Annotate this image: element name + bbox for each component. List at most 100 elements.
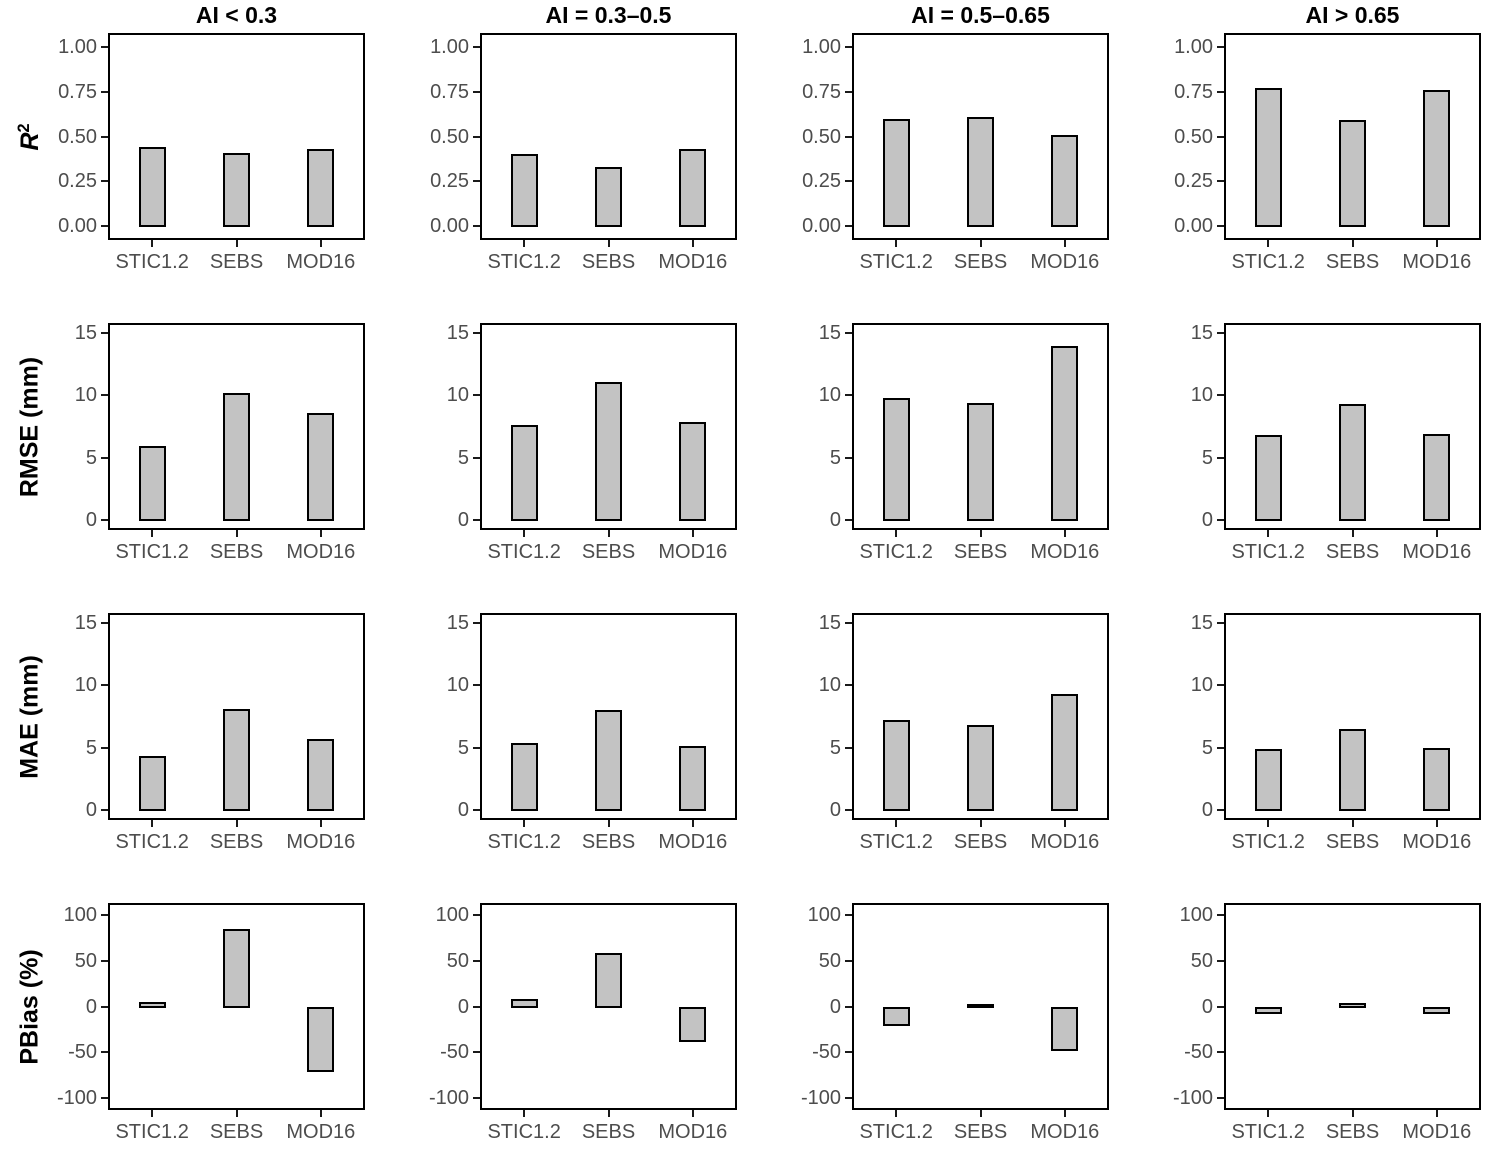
bar-sebs (223, 152, 250, 228)
x-tick-mark (151, 820, 154, 827)
x-tick-mark (523, 1110, 526, 1117)
facet-title: AI < 0.3 (195, 2, 278, 28)
x-tick-label: SEBS (953, 1121, 1008, 1143)
y-tick-mark (101, 684, 108, 687)
facet-panel: AI = 0.3–0.5 1.00 0.75 0.50 0.25 0.00 STIC1.2 S… (365, 0, 737, 290)
facet-panel: 15 10 5 0 STIC1.2 SEBS MOD16 (56, 290, 365, 580)
y-tick-label: 10 (1190, 384, 1213, 407)
x-tick-mark (319, 530, 322, 537)
y-tick-label: 0 (85, 995, 97, 1018)
plot-strip: 100 50 0 -50 -100 (1109, 903, 1481, 1110)
bar-mod16 (1051, 694, 1079, 811)
x-tick-mark (1267, 240, 1270, 247)
plot-area (1224, 903, 1481, 1110)
y-tick-mark (845, 746, 852, 749)
x-tick-label: MOD16 (286, 251, 356, 273)
x-tick-mark (895, 530, 898, 537)
x-tick-mark (979, 1110, 982, 1117)
x-tick-label: SEBS (1325, 251, 1380, 273)
y-tick-mark (101, 90, 108, 93)
x-tick-mark (1351, 240, 1354, 247)
x-tick-mark (523, 240, 526, 247)
plot-strip: 15 10 5 0 (56, 323, 365, 530)
y-tick-label: 0.00 (1174, 215, 1213, 238)
y-tick-mark (101, 913, 108, 916)
y-tick-label: 0 (1201, 798, 1213, 821)
x-tick-mark (1351, 820, 1354, 827)
bar-stic12 (510, 999, 538, 1008)
y-tick-mark (1217, 225, 1224, 228)
x-tick-label: MOD16 (1402, 251, 1472, 273)
bar-sebs (595, 953, 622, 1008)
y-tick-label: 10 (1190, 674, 1213, 697)
bar-stic12 (1254, 1006, 1282, 1014)
x-tick-label: MOD16 (286, 541, 356, 563)
y-tick-label: 100 (1179, 903, 1213, 926)
y-axis-title-sup: 2 (14, 122, 33, 132)
plot-strip: 100 50 0 -50 -100 (365, 903, 737, 1110)
y-tick-mark (473, 518, 480, 521)
bar-sebs (967, 1003, 994, 1008)
facet-panel: 15 10 5 0 STIC1.2 SEBS MOD16 (737, 580, 1109, 870)
y-tick-mark (845, 959, 852, 962)
x-tick-mark (319, 1110, 322, 1117)
y-tick-label: 10 (818, 384, 841, 407)
y-axis-title-area: MAE (mm) (0, 580, 56, 870)
bar-sebs (967, 725, 994, 811)
facet-panel: 15 10 5 0 STIC1.2 SEBS MOD16 (1109, 580, 1481, 870)
facet-title (1224, 290, 1481, 323)
x-tick-label: SEBS (209, 251, 264, 273)
y-tick-mark (101, 959, 108, 962)
x-tick-label: SEBS (209, 1121, 264, 1143)
bar-sebs (223, 709, 250, 811)
bar-mod16 (307, 738, 335, 811)
bar-mod16 (1423, 747, 1451, 811)
y-tick-label: 1.00 (802, 36, 841, 58)
y-tick-mark (101, 180, 108, 183)
x-tick-mark (979, 530, 982, 537)
y-tick-mark (1217, 684, 1224, 687)
facet-panel: 15 10 5 0 STIC1.2 SEBS MOD16 (1109, 290, 1481, 580)
plot-area (108, 613, 365, 820)
y-tick-label: 0 (457, 508, 469, 531)
y-tick-label: -50 (440, 1041, 469, 1064)
bar-stic12 (138, 446, 166, 521)
y-tick-mark (101, 225, 108, 228)
facet-panel: 15 10 5 0 STIC1.2 SEBS MOD16 (365, 290, 737, 580)
y-tick-label: 5 (85, 736, 97, 759)
y-tick-label: 0.75 (58, 80, 97, 103)
y-tick-label: 0.50 (1174, 125, 1213, 148)
x-tick-mark (979, 820, 982, 827)
x-tick-mark (319, 820, 322, 827)
y-tick-mark (101, 746, 108, 749)
x-tick-mark (607, 240, 610, 247)
x-tick-mark (1063, 820, 1066, 827)
y-tick-mark (101, 1051, 108, 1054)
x-tick-mark (895, 820, 898, 827)
x-axis-area: STIC1.2 SEBS MOD16 (365, 240, 737, 290)
y-tick-label: 0 (1201, 508, 1213, 531)
bar-stic12 (882, 118, 910, 228)
x-tick-label: STIC1.2 (859, 251, 933, 273)
y-tick-mark (473, 90, 480, 93)
y-tick-label: 15 (1190, 612, 1213, 635)
bar-stic12 (138, 756, 166, 811)
y-tick-mark (101, 135, 108, 138)
x-tick-label: MOD16 (1402, 831, 1472, 853)
plot-area (108, 33, 365, 240)
y-tick-label: 0.75 (1174, 80, 1213, 103)
y-tick-label: 10 (818, 674, 841, 697)
x-tick-label: STIC1.2 (1231, 251, 1305, 273)
x-tick-mark (151, 530, 154, 537)
plot-strip: 100 50 0 -50 -100 (56, 903, 365, 1110)
y-tick-label: 0.25 (802, 170, 841, 193)
y-tick-label: 0 (85, 798, 97, 821)
plot-strip: 15 10 5 0 (1109, 613, 1481, 820)
y-tick-mark (1217, 46, 1224, 48)
y-tick-mark (845, 180, 852, 183)
y-tick-mark (845, 135, 852, 138)
x-tick-mark (895, 1110, 898, 1117)
y-axis-area: 1.00 0.75 0.50 0.25 0.00 (365, 33, 480, 240)
y-axis-area: 1.00 0.75 0.50 0.25 0.00 (56, 33, 108, 240)
x-tick-mark (523, 530, 526, 537)
